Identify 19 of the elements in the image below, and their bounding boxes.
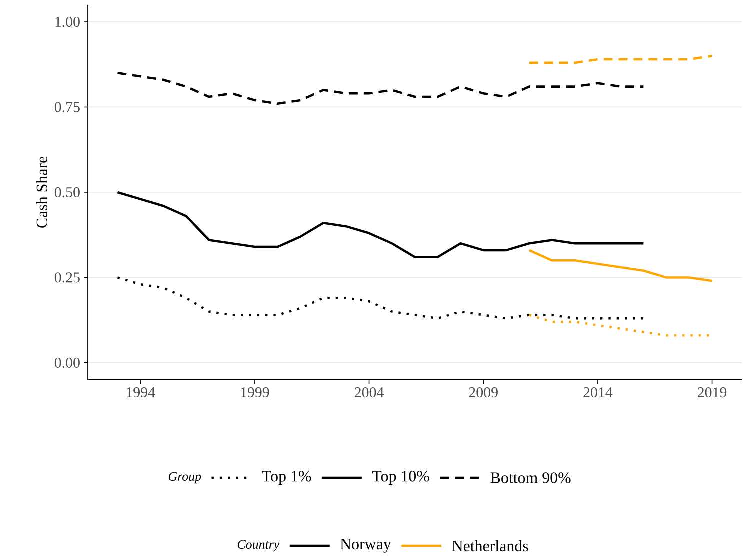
x-tick-label: 1999 [241,387,270,398]
text: Country [238,540,280,552]
text: Top 10% [372,470,430,485]
text: Netherlands [452,540,528,552]
y-tick-label: 0.25 [54,272,80,283]
y-tick-label: 0.50 [54,187,80,198]
x-tick-label: 2019 [698,387,727,398]
y-tick-label: 1.00 [56,16,80,28]
y-tick-label: 0.75 [54,102,80,112]
y-axis-title: Cash Share [36,156,48,228]
y-tick-label: 0.00 [54,358,80,368]
x-tick-label: 2004 [354,387,384,398]
text: Bottom 90% [490,472,571,484]
x-tick-label: 2014 [584,387,613,398]
text: Group [168,472,202,484]
text: Top 1% [262,470,312,485]
text: Norway [340,539,392,553]
x-tick-label: 2009 [469,387,498,398]
x-tick-label: 1994 [126,387,156,398]
